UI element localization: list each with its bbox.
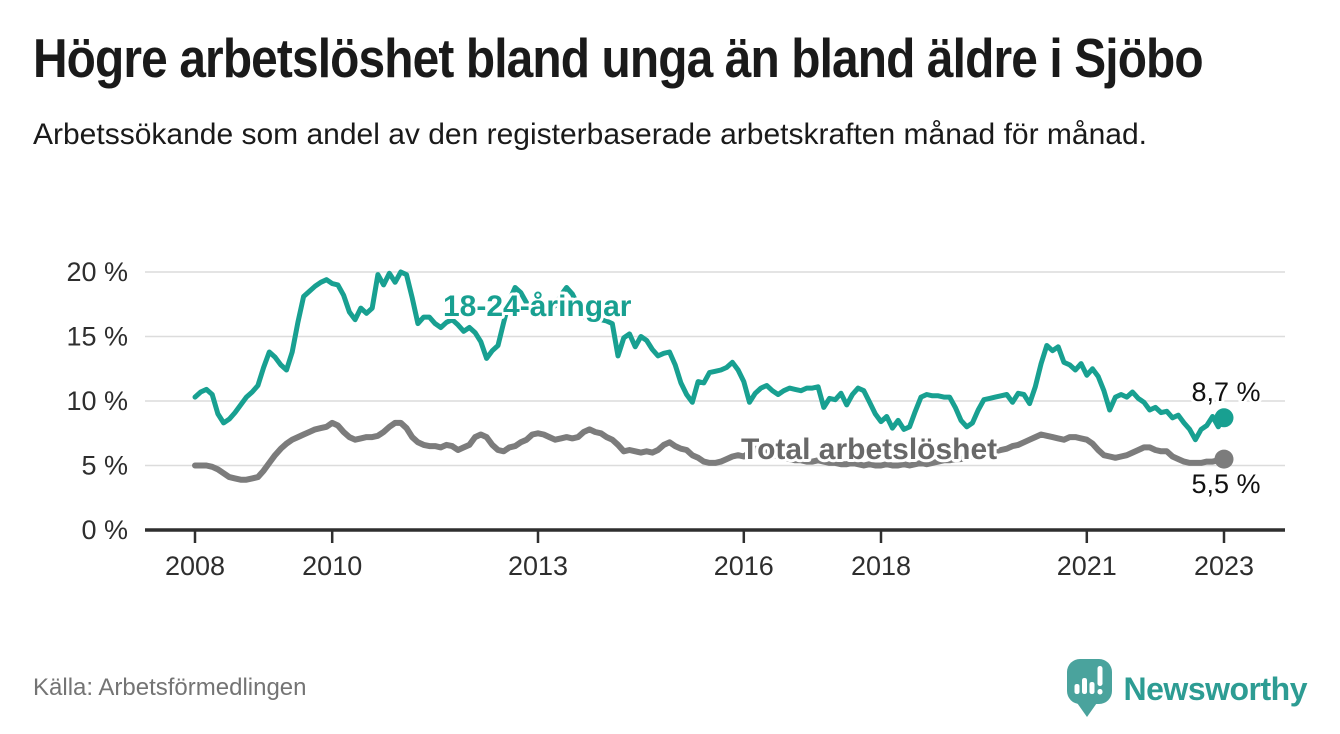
series-label-young: 18-24-åringar — [443, 290, 632, 323]
x-tick-label: 2010 — [302, 551, 362, 581]
page-subtitle: Arbetssökande som andel av den registerb… — [33, 118, 1147, 151]
y-tick-label: 15 % — [66, 322, 128, 352]
x-tick-label: 2023 — [1194, 551, 1254, 581]
y-axis-labels: 20 % 15 % 10 % 5 % 0 % — [66, 257, 128, 545]
gridlines — [145, 271, 1285, 467]
brand-name: Newsworthy — [1123, 670, 1308, 707]
newsworthy-icon — [1066, 659, 1112, 717]
x-tick-label: 2021 — [1057, 551, 1117, 581]
x-tick-label: 2008 — [165, 551, 225, 581]
y-tick-label: 5 % — [81, 451, 128, 481]
y-tick-label: 0 % — [81, 515, 128, 545]
brand-logo: Newsworthy — [1066, 658, 1308, 720]
series-end-dot-total — [1214, 449, 1234, 469]
x-tick-label: 2018 — [851, 551, 911, 581]
y-tick-label: 20 % — [66, 257, 128, 287]
page-title: Högre arbetslöshet bland unga än bland ä… — [33, 27, 1204, 89]
series-end-value-young: 8,7 % — [1191, 377, 1260, 407]
source-note: Källa: Arbetsförmedlingen — [33, 674, 307, 701]
series-end-value-total: 5,5 % — [1191, 469, 1260, 499]
x-tick-label: 2013 — [508, 551, 568, 581]
series-end-dot-young — [1214, 408, 1234, 428]
series-line-young — [192, 269, 1227, 443]
series-line-total — [192, 419, 1227, 483]
series-label-total: Total arbetslöshet — [741, 433, 997, 466]
x-axis-ticks: 2008 2010 2013 2016 2018 2021 2023 — [165, 531, 1254, 581]
y-tick-label: 10 % — [66, 386, 128, 416]
x-tick-label: 2016 — [714, 551, 774, 581]
